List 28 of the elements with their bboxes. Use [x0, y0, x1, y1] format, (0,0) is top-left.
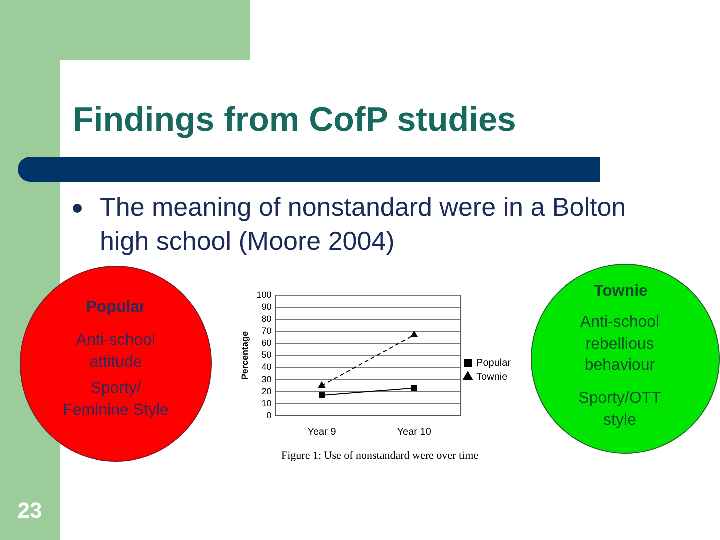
- y-tick-label: 90: [262, 302, 272, 312]
- text: Anti-school rebellious behaviour: [579, 313, 661, 376]
- y-tick-label: 50: [262, 350, 272, 360]
- y-tick-label: 40: [262, 362, 272, 372]
- y-axis-title: Percentage: [240, 331, 250, 380]
- point: [411, 385, 418, 392]
- y-tick-label: 10: [262, 398, 272, 408]
- text: 23: [16, 497, 44, 525]
- y-tick-label: 80: [262, 314, 272, 324]
- y-tick-label: 0: [266, 410, 272, 420]
- caption: Figure 1: Use of nonstandard were over time: [280, 449, 480, 464]
- text: Popular: [85, 298, 147, 318]
- chart-subtitle: The meaning of nonstandard were in a Bolton high school (Moore 2004): [100, 191, 628, 258]
- text: Anti-school attitude: [75, 331, 157, 373]
- y-tick-label: 70: [262, 326, 272, 336]
- legend-label: Townie: [476, 372, 508, 383]
- y-tick-label: 20: [262, 386, 272, 396]
- x-tick-label: Year 9: [308, 426, 337, 438]
- x-tick-label: Year 10: [397, 426, 432, 438]
- chart-title: Findings from CofP studies: [73, 101, 516, 140]
- legend-label: Popular: [476, 358, 512, 369]
- point: [319, 392, 325, 398]
- text: Sporty/OTT style: [578, 389, 662, 431]
- y-tick-label: 60: [262, 338, 272, 348]
- y-tick-label: 100: [256, 290, 272, 300]
- text: Sporty/ Feminine Style: [62, 379, 170, 421]
- text: Townie: [593, 282, 649, 302]
- y-tick-label: 30: [262, 374, 272, 384]
